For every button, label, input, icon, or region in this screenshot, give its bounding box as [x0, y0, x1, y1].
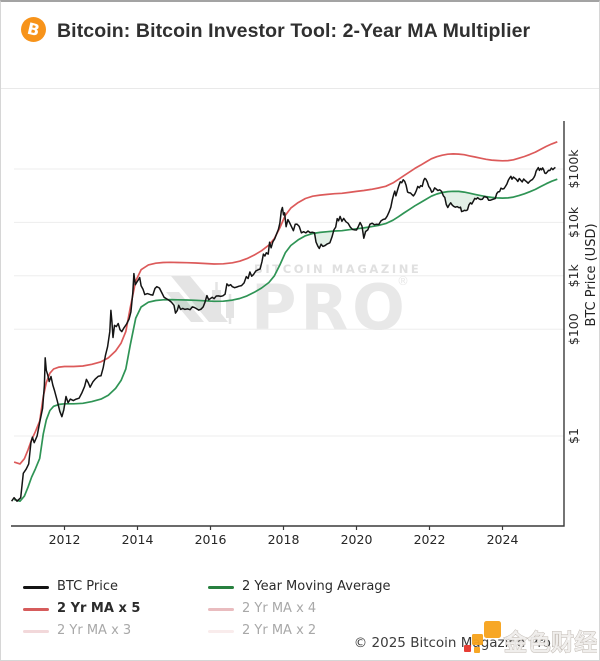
watermark-registered-icon: ® [397, 274, 409, 288]
legend-item-2-yr-ma-x-5[interactable]: 2 Yr MA x 5 [23, 598, 208, 620]
watermark-line2: PRO [251, 271, 409, 344]
svg-text:B: B [25, 19, 41, 40]
legend-column: BTC Price 2 Yr MA x 5 2 Yr MA x 3 [23, 576, 208, 642]
legend-item-2-year-moving-average[interactable]: 2 Year Moving Average [208, 576, 391, 598]
legend-swatch-icon [208, 629, 234, 633]
chart-legend: BTC Price 2 Yr MA x 5 2 Yr MA x 3 2 Year Mo… [23, 576, 391, 642]
jinse-pixel-logo-icon [464, 621, 501, 653]
legend-swatch-icon [23, 629, 49, 633]
legend-swatch-icon [23, 585, 49, 589]
legend-item-2-yr-ma-x-4[interactable]: 2 Yr MA x 4 [208, 598, 391, 620]
svg-text:2012: 2012 [49, 532, 81, 547]
y-axis-title: BTC Price (USD) [584, 223, 599, 326]
legend-swatch-icon [208, 607, 234, 611]
chart-footer: © 2025 Bitcoin Magazine Pro. [354, 635, 555, 651]
axis-spines [11, 121, 565, 527]
svg-text:$10k: $10k [566, 206, 581, 238]
bitcoin-icon: B [21, 17, 46, 42]
legend-label: BTC Price [57, 579, 119, 594]
series-2yr-moving-average [13, 178, 558, 503]
svg-text:2020: 2020 [341, 532, 373, 547]
jinse-watermark-text: 金色财经 [503, 629, 597, 656]
legend-label: 2 Year Moving Average [242, 579, 391, 594]
x-axis-labels: 2012 2014 2016 2018 2020 2022 2024 [49, 526, 519, 547]
svg-text:$100: $100 [566, 313, 581, 345]
series-btc-price [10, 166, 556, 502]
y-gridlines [14, 168, 564, 437]
legend-column: 2 Year Moving Average 2 Yr MA x 4 2 Yr MA … [208, 576, 391, 642]
jinse-finance-watermark-icon: 金色财经 [464, 621, 597, 656]
copyright-text: © 2025 Bitcoin Magazine Pro. [353, 635, 555, 651]
chart-header: B Bitcoin: Bitcoin Investor Tool: 2-Year … [1, 2, 599, 89]
legend-label: 2 Yr MA x 3 [57, 623, 132, 638]
series-2yr-ma-x5 [13, 141, 558, 465]
legend-label: 2 Yr MA x 5 [57, 601, 141, 616]
legend-item-2-yr-ma-x-3[interactable]: 2 Yr MA x 3 [23, 620, 208, 642]
svg-text:2018: 2018 [268, 532, 300, 547]
svg-text:2022: 2022 [414, 532, 446, 547]
svg-text:$1k: $1k [566, 263, 581, 287]
legend-label: 2 Yr MA x 4 [242, 601, 317, 616]
svg-text:$1: $1 [566, 428, 581, 444]
legend-swatch-icon [23, 607, 49, 611]
page-title: B Bitcoin: Bitcoin Investor Tool: 2-Year … [21, 17, 579, 46]
svg-text:2014: 2014 [122, 532, 154, 547]
legend-item-2-yr-ma-x-2[interactable]: 2 Yr MA x 2 [208, 620, 391, 642]
svg-text:$100k: $100k [566, 149, 581, 189]
legend-item-btc-price[interactable]: BTC Price [23, 576, 208, 598]
legend-swatch-icon [208, 585, 234, 589]
svg-text:2024: 2024 [487, 532, 519, 547]
legend-label: 2 Yr MA x 2 [242, 623, 317, 638]
page-title-text: Bitcoin: Bitcoin Investor Tool: 2-Year M… [57, 20, 531, 42]
y-axis-labels: $1 $100 $1k $10k $100k [566, 149, 581, 444]
watermark-line1: BITCOIN MAGAZINE [254, 262, 421, 276]
svg-text:2016: 2016 [195, 532, 227, 547]
